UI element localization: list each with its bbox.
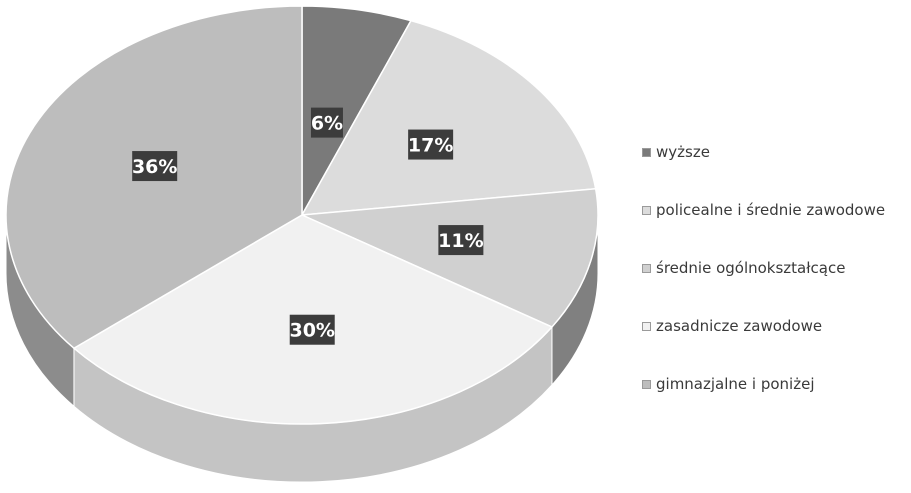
legend-swatch [642, 321, 651, 331]
pie-slice-1 [300, 19, 597, 216]
legend: wyższe policealne i średnie zawodowe śre… [642, 142, 885, 394]
data-label-2: 11% [438, 230, 483, 252]
data-label-0: 6% [311, 113, 343, 135]
data-label-1: 17% [408, 135, 453, 157]
legend-item-policealne: policealne i średnie zawodowe [642, 200, 885, 220]
legend-label: policealne i średnie zawodowe [656, 201, 886, 219]
legend-label: średnie ogólnokształcące [656, 259, 846, 277]
legend-label: wyższe [656, 143, 710, 161]
data-label-box-3 [289, 314, 335, 345]
legend-swatch [642, 263, 651, 273]
legend-label: zasadnicze zawodowe [656, 317, 823, 335]
data-label-box-0 [310, 107, 343, 138]
data-label-box-1 [408, 129, 454, 160]
pie-data-labels: 6% 17% 11% 30% 36% [132, 107, 484, 345]
legend-item-srednie-ogolnoksztalcace: średnie ogólnokształcące [642, 258, 885, 278]
data-label-4: 36% [132, 156, 177, 178]
data-label-box-2 [438, 225, 484, 256]
data-label-3: 30% [289, 320, 334, 342]
legend-swatch [642, 379, 651, 389]
pie-top-faces [5, 5, 599, 425]
legend-item-wyzsze: wyższe [642, 142, 885, 162]
legend-swatch [642, 205, 651, 215]
legend-item-zasadnicze: zasadnicze zawodowe [642, 316, 885, 336]
pie-slice-2 [299, 187, 599, 328]
legend-label: gimnazjalne i poniżej [656, 375, 815, 393]
legend-item-gimnazjalne: gimnazjalne i poniżej [642, 374, 885, 394]
data-label-box-4 [132, 151, 178, 182]
legend-swatch [642, 147, 651, 157]
